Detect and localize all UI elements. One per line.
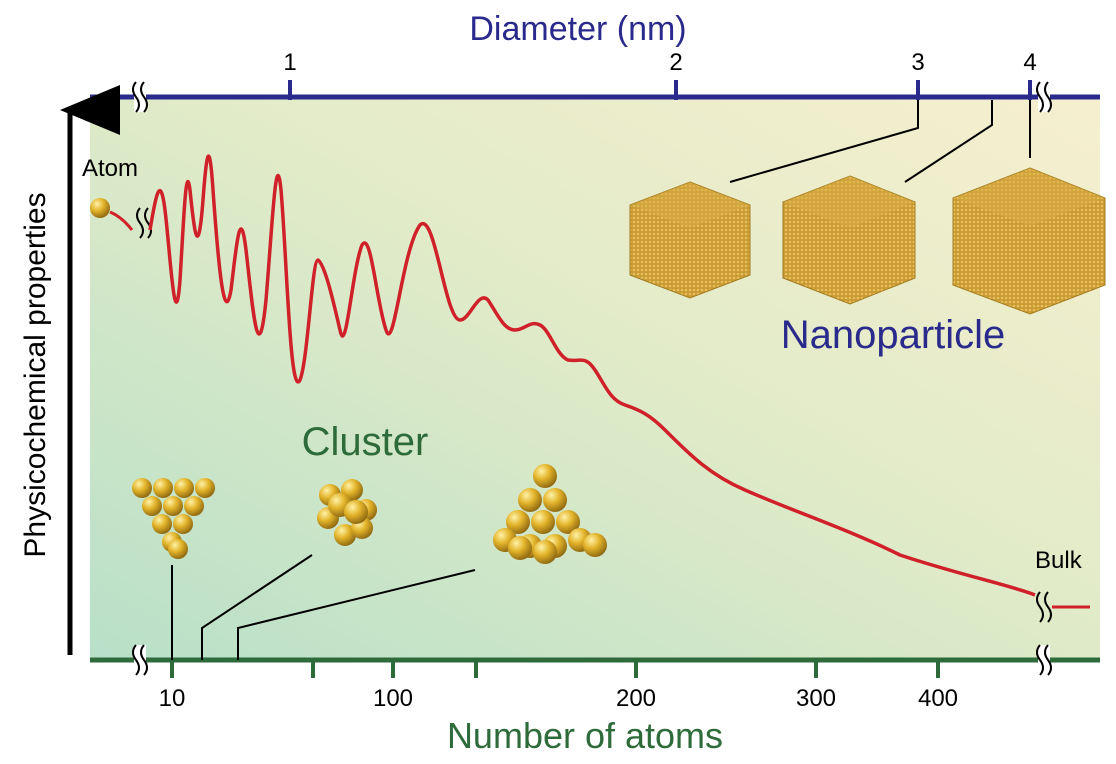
bottom-axis-ticks <box>170 660 940 678</box>
bottom-axis-title: Number of atoms <box>447 715 723 756</box>
top-tick-label-3: 3 <box>911 49 924 76</box>
atom-curve-stub <box>109 210 134 231</box>
bottom-tick-label-200: 200 <box>616 685 656 712</box>
bottom-tick-label-10: 10 <box>159 685 186 712</box>
cluster-ball-icon <box>317 479 377 546</box>
bottom-tick-label-100: 100 <box>373 685 413 712</box>
bottom-axis-break-left <box>132 644 148 676</box>
bottom-tick-label-400: 400 <box>918 685 958 712</box>
top-tick-label-4: 4 <box>1023 49 1036 76</box>
cluster-label: Cluster <box>302 420 429 464</box>
bulk-label: Bulk <box>1035 547 1083 574</box>
plot-background <box>90 97 1100 660</box>
nanoparticle-pointers <box>729 100 1031 183</box>
top-tick-label-1: 1 <box>283 49 296 76</box>
atom-sphere-icon <box>90 198 110 218</box>
cluster-pyramid-icon <box>493 464 607 564</box>
top-axis-ticks <box>288 80 1032 100</box>
y-axis-title: Physicochemical properties <box>19 192 52 557</box>
nanoparticle-hexagon-icon <box>629 181 751 299</box>
nanoparticle-hexagon-icon <box>952 167 1106 315</box>
top-axis-break-right <box>1036 81 1052 113</box>
top-tick-label-2: 2 <box>669 49 682 76</box>
bottom-axis-break-right <box>1036 644 1052 676</box>
top-axis-title: Diameter (nm) <box>469 10 686 48</box>
cluster-pointers <box>171 554 476 660</box>
bottom-tick-label-300: 300 <box>796 685 836 712</box>
nanoparticle-hexagon-icon <box>782 175 916 305</box>
top-axis-break-left <box>132 81 148 113</box>
atom-label: Atom <box>82 155 138 182</box>
nanoparticle-label: Nanoparticle <box>781 313 1006 357</box>
cluster-triangle-icon <box>132 478 215 559</box>
property-curve <box>148 154 1036 597</box>
curve-break-right <box>1036 591 1052 623</box>
curve-break-left <box>136 207 152 239</box>
